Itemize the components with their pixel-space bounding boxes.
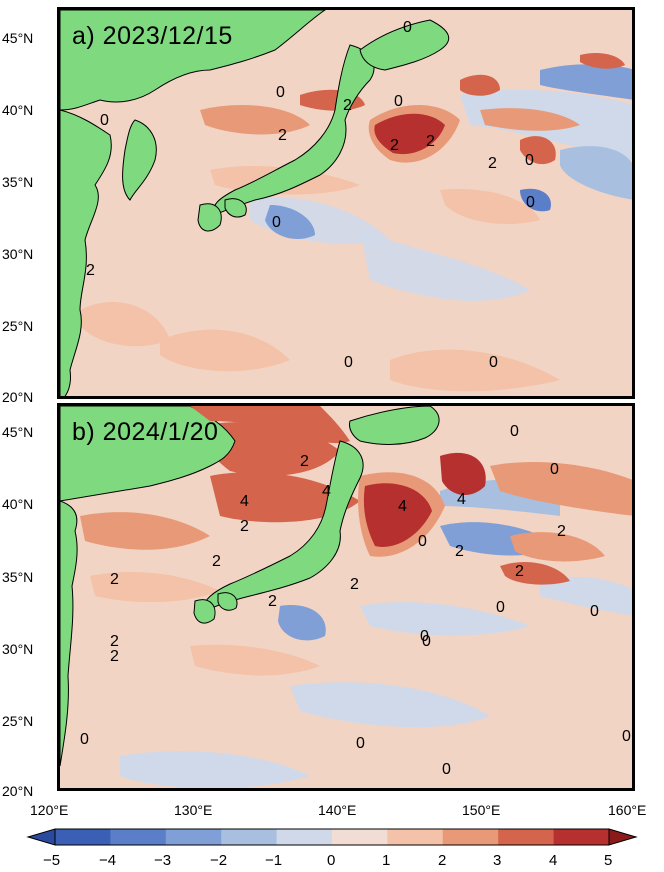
- colorbar-tick-label: −4: [99, 852, 117, 869]
- colorbar-max-extend: [608, 828, 638, 846]
- colorbar-segments: [55, 829, 610, 845]
- ytick-label: 25°N: [2, 713, 34, 729]
- contour-label: 0: [422, 633, 431, 650]
- ytick-label: 25°N: [2, 318, 34, 334]
- contour-label: 4: [398, 498, 407, 515]
- contour-label: 0: [344, 354, 353, 371]
- contour-label: 2: [455, 543, 464, 560]
- colorbar-segment: [110, 829, 167, 845]
- contour-label: 2: [240, 518, 249, 535]
- contour-label: 0: [276, 84, 285, 101]
- land-b: [60, 406, 440, 767]
- contour-label: 0: [100, 112, 109, 129]
- ytick-label: 45°N: [2, 30, 34, 46]
- ytick-label: 35°N: [2, 174, 34, 190]
- ytick-label: 40°N: [2, 102, 34, 118]
- contour-label: 0: [496, 599, 505, 616]
- contour-label: 0: [510, 423, 519, 440]
- ytick-label: 35°N: [2, 569, 34, 585]
- xtick-label: 130°E: [174, 802, 213, 818]
- contour-label: 2: [268, 593, 277, 610]
- contour-label: 2: [557, 523, 566, 540]
- colorbar: [26, 828, 638, 846]
- colorbar-segment: [165, 829, 222, 845]
- xtick-label: 120°E: [30, 802, 69, 818]
- map-b: 0 2 4 2 2 2 4 2 4 2 4 2 0 0 2 2 2 0 0 0 …: [60, 406, 632, 788]
- xtick-label: 160°E: [608, 802, 647, 818]
- contour-label: 0: [526, 194, 535, 211]
- contour-label: 2: [300, 453, 309, 470]
- colorbar-min-extend: [26, 828, 56, 846]
- contour-label: 0: [590, 603, 599, 620]
- colorbar-tick-label: −3: [154, 852, 172, 869]
- ytick-label: 20°N: [2, 389, 34, 405]
- contour-label: 2: [212, 553, 221, 570]
- panel-b: 0 2 4 2 2 2 4 2 4 2 4 2 0 0 2 2 2 0 0 0 …: [57, 403, 635, 791]
- panel-b-label: b) 2024/1/20: [72, 418, 219, 446]
- colorbar-segment: [332, 829, 388, 845]
- contour-label: 2: [488, 155, 497, 172]
- colorbar-segment: [55, 829, 111, 845]
- contour-label: 0: [418, 533, 427, 550]
- contour-label: 0: [550, 461, 559, 478]
- contour-label: 0: [622, 728, 631, 745]
- anomaly-patches-a: [80, 53, 632, 392]
- ytick-label: 40°N: [2, 496, 34, 512]
- colorbar-tick-label: −5: [43, 852, 61, 869]
- contour-label: 2: [350, 576, 359, 593]
- colorbar-tick-label: 5: [604, 852, 613, 869]
- anomaly-patches-b: [80, 422, 632, 788]
- ytick-label: 20°N: [2, 783, 34, 799]
- ytick-label: 45°N: [2, 424, 34, 440]
- contour-label: 2: [86, 262, 95, 279]
- colorbar-segment: [553, 829, 610, 845]
- colorbar-segment: [498, 829, 555, 845]
- colorbar-tick-label: 2: [438, 852, 447, 869]
- contour-label: 2: [278, 127, 287, 144]
- colorbar-tick-label: 3: [493, 852, 502, 869]
- xtick-label: 150°E: [462, 802, 501, 818]
- contour-label: 0: [525, 152, 534, 169]
- contour-label: 0: [394, 93, 403, 110]
- colorbar-tick-label: −2: [210, 852, 228, 869]
- contour-label: 0: [442, 761, 451, 778]
- colorbar-segment: [276, 829, 333, 845]
- contour-label: 2: [110, 648, 119, 665]
- land-a: [60, 10, 450, 396]
- contour-label: 0: [272, 214, 281, 231]
- colorbar-segment: [221, 829, 278, 845]
- contour-label: 2: [343, 97, 352, 114]
- contour-label: 4: [240, 493, 249, 510]
- map-a: 0 2 0 2 0 0 2 2 0 2 0 0 0 0 2: [60, 10, 632, 396]
- ytick-label: 30°N: [2, 641, 34, 657]
- ytick-label: 30°N: [2, 246, 34, 262]
- contour-label: 2: [390, 137, 399, 154]
- colorbar-segment: [442, 829, 499, 845]
- contour-label: 0: [403, 19, 412, 36]
- colorbar-tick-label: 1: [382, 852, 391, 869]
- contour-label: 4: [322, 483, 331, 500]
- colorbar-tick-label: 0: [327, 852, 336, 869]
- contour-label: 2: [110, 571, 119, 588]
- contour-label: 4: [457, 491, 466, 508]
- xtick-label: 140°E: [318, 802, 357, 818]
- contour-label: 2: [426, 133, 435, 150]
- contour-label: 0: [80, 731, 89, 748]
- colorbar-segment: [387, 829, 444, 845]
- contour-label: 0: [356, 735, 365, 752]
- contour-label: 2: [515, 563, 524, 580]
- contour-label: 0: [489, 354, 498, 371]
- colorbar-tick-label: −1: [265, 852, 283, 869]
- panel-a-label: a) 2023/12/15: [72, 22, 233, 50]
- panel-a: 0 2 0 2 0 0 2 2 0 2 0 0 0 0 2 a) 2023/12…: [57, 7, 635, 399]
- contour-label: 2: [110, 633, 119, 650]
- contour-label: 0: [420, 628, 429, 645]
- colorbar-tick-label: 4: [549, 852, 558, 869]
